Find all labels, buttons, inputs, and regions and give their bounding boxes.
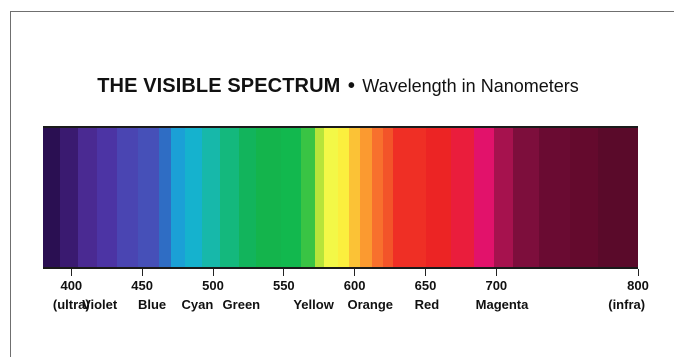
spectrum-band (570, 128, 599, 267)
tick-label: 650 (414, 278, 437, 293)
color-label: Violet (82, 297, 118, 312)
axis-tick (141, 269, 143, 276)
tick-label: 600 (343, 278, 366, 293)
axis-tick (283, 269, 285, 276)
spectrum-band (425, 128, 452, 267)
spectrum-band (360, 128, 373, 267)
spectrum-band (116, 128, 139, 267)
spectrum-band (255, 128, 282, 267)
color-labels: (ultra) Violet Blue Cyan Green Yellow Orange Re… (0, 297, 676, 315)
spectrum-band (337, 128, 350, 267)
spectrum-band (78, 128, 98, 267)
axis-tick (212, 269, 214, 276)
spectrum-band (96, 128, 118, 267)
color-label: Cyan (181, 297, 214, 312)
spectrum-band (60, 128, 80, 267)
tick-marks (0, 269, 676, 277)
color-label: (ultra) (52, 297, 90, 312)
spectrum-band (159, 128, 172, 267)
spectrum-band (538, 128, 571, 267)
tick-label: 500 (202, 278, 224, 293)
tick-label: 800 (627, 278, 649, 293)
spectrum-band (184, 128, 203, 267)
tick-label: 550 (272, 278, 295, 293)
spectrum-band (315, 128, 325, 267)
wavelength-axis: 400 450 500 550 600 650 700 800 (0, 278, 676, 296)
spectrum-band (201, 128, 221, 267)
axis-tick (637, 269, 639, 276)
title-main: THE VISIBLE SPECTRUM (97, 75, 341, 97)
color-label: (infra) (608, 297, 646, 312)
color-label: Orange (347, 297, 394, 312)
spectrum-band (451, 128, 475, 267)
spectrum-band (170, 128, 186, 267)
axis-tick (425, 269, 426, 276)
spectrum-band (300, 128, 316, 267)
color-label: Green (222, 297, 261, 312)
spectrum-band (137, 128, 160, 267)
spectrum-band (323, 128, 339, 267)
spectrum-band (598, 128, 638, 267)
spectrum-band (349, 128, 361, 267)
chart-title: THE VISIBLE SPECTRUM • Wavelength in Nan… (0, 75, 676, 98)
axis-tick (70, 269, 72, 276)
axis-tick (495, 269, 497, 276)
spectrum-band (238, 128, 257, 267)
title-subtitle: Wavelength in Nanometers (362, 76, 579, 96)
tick-label: 400 (60, 278, 83, 293)
title-separator: • (347, 75, 355, 97)
spectrum-band (513, 128, 540, 267)
tick-label: 700 (485, 278, 508, 293)
spectrum-band (392, 128, 427, 267)
spectrum-band (473, 128, 495, 267)
color-label: Blue (137, 297, 167, 312)
figure-frame (10, 11, 674, 357)
color-label: Yellow (293, 297, 334, 312)
spectrum-band (383, 128, 394, 267)
color-label: Magenta (475, 297, 529, 312)
spectrum-band (371, 128, 384, 267)
spectrum-band (43, 128, 61, 267)
color-label: Red (414, 297, 440, 312)
tick-label: 450 (131, 278, 154, 293)
axis-tick (354, 269, 356, 276)
spectrum-bar (43, 126, 638, 269)
spectrum-band (493, 128, 514, 267)
spectrum-band (281, 128, 302, 267)
spectrum-band (220, 128, 240, 267)
